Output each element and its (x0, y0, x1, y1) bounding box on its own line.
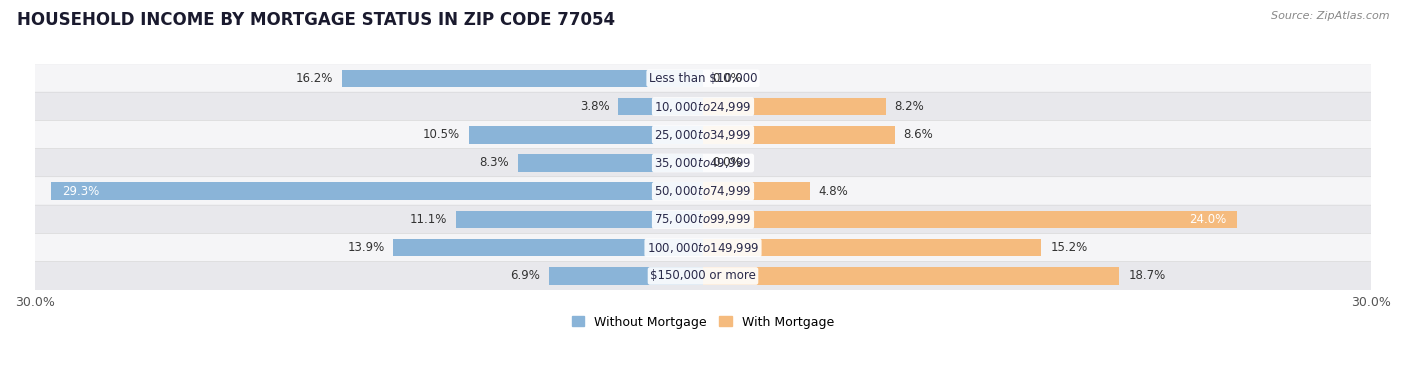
Text: $35,000 to $49,999: $35,000 to $49,999 (654, 156, 752, 170)
Bar (703, 98, 886, 115)
Bar (550, 267, 703, 285)
Text: 3.8%: 3.8% (579, 100, 609, 113)
Bar (51, 183, 703, 200)
FancyBboxPatch shape (35, 64, 1371, 93)
Bar (619, 98, 703, 115)
Text: HOUSEHOLD INCOME BY MORTGAGE STATUS IN ZIP CODE 77054: HOUSEHOLD INCOME BY MORTGAGE STATUS IN Z… (17, 11, 614, 29)
Text: 6.9%: 6.9% (510, 270, 540, 282)
FancyBboxPatch shape (35, 177, 1371, 206)
FancyBboxPatch shape (35, 262, 1371, 290)
FancyBboxPatch shape (35, 149, 1371, 177)
Text: 4.8%: 4.8% (818, 185, 849, 198)
Bar (342, 70, 703, 87)
Text: $10,000 to $24,999: $10,000 to $24,999 (654, 99, 752, 113)
Text: Source: ZipAtlas.com: Source: ZipAtlas.com (1271, 11, 1389, 21)
Bar (703, 183, 810, 200)
Text: 0.0%: 0.0% (711, 72, 741, 85)
Text: 24.0%: 24.0% (1189, 213, 1226, 226)
Text: 8.6%: 8.6% (904, 128, 934, 141)
Bar (703, 211, 1237, 228)
Text: 10.5%: 10.5% (423, 128, 460, 141)
Legend: Without Mortgage, With Mortgage: Without Mortgage, With Mortgage (567, 311, 839, 333)
Text: $50,000 to $74,999: $50,000 to $74,999 (654, 184, 752, 198)
Text: 13.9%: 13.9% (347, 241, 385, 254)
FancyBboxPatch shape (35, 92, 1371, 121)
Bar (703, 239, 1042, 257)
Text: 11.1%: 11.1% (409, 213, 447, 226)
Text: $150,000 or more: $150,000 or more (650, 270, 756, 282)
Text: Less than $10,000: Less than $10,000 (648, 72, 758, 85)
Text: 8.2%: 8.2% (894, 100, 924, 113)
Text: 15.2%: 15.2% (1050, 241, 1088, 254)
Text: 8.3%: 8.3% (479, 156, 509, 169)
Bar (519, 154, 703, 172)
Text: 16.2%: 16.2% (297, 72, 333, 85)
Bar (703, 267, 1119, 285)
Text: 18.7%: 18.7% (1129, 270, 1166, 282)
FancyBboxPatch shape (35, 233, 1371, 262)
Bar (394, 239, 703, 257)
Text: $25,000 to $34,999: $25,000 to $34,999 (654, 128, 752, 142)
Bar (456, 211, 703, 228)
Bar (470, 126, 703, 144)
Text: 29.3%: 29.3% (62, 185, 98, 198)
FancyBboxPatch shape (35, 120, 1371, 149)
FancyBboxPatch shape (35, 205, 1371, 234)
Bar (703, 126, 894, 144)
Text: 0.0%: 0.0% (711, 156, 741, 169)
Text: $75,000 to $99,999: $75,000 to $99,999 (654, 212, 752, 226)
Text: $100,000 to $149,999: $100,000 to $149,999 (647, 241, 759, 255)
